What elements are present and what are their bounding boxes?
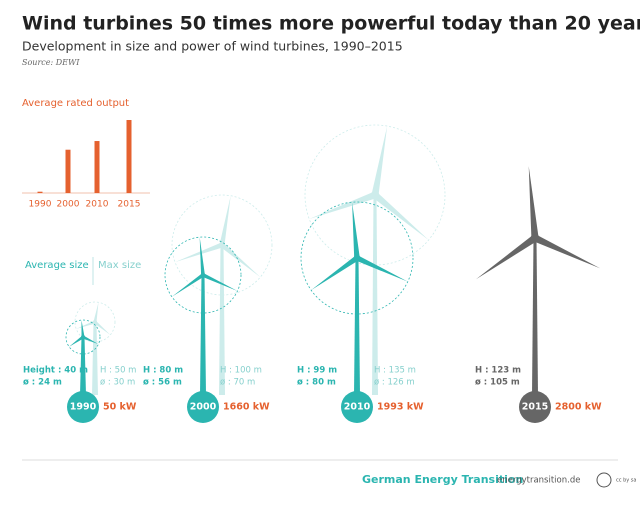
turbine-blade [352, 202, 360, 259]
average-size-label: Height : 40 m [23, 366, 88, 376]
bar [94, 141, 100, 193]
max-turbine-blade [76, 320, 96, 329]
max-turbine-tower [92, 322, 98, 395]
output-label: 1660 kW [223, 402, 270, 413]
turbine-blade [533, 234, 601, 269]
average-size-label: H : 80 m [143, 366, 183, 376]
max-turbine-blade [93, 302, 99, 323]
turbine-tower [200, 275, 206, 395]
license: cc by sa [616, 478, 636, 484]
max-turbine-tower [372, 195, 378, 395]
average-size-label: ø : 24 m [23, 378, 62, 388]
output-label: 1993 kW [377, 402, 424, 413]
turbine-blade [355, 255, 408, 282]
max-turbine-blade [372, 192, 429, 240]
bar-chart-title: Average rated output [22, 98, 129, 109]
license-icon [596, 472, 612, 488]
turbine-blade [82, 335, 99, 345]
max-size-label: H : 100 m [220, 366, 262, 376]
year-badge [67, 391, 99, 423]
subtitle: Development in size and power of wind tu… [22, 39, 403, 54]
turbine-blade [476, 235, 538, 280]
max-turbine-sweep [74, 301, 116, 343]
turbine-hub [200, 272, 206, 278]
average-size-label: ø : 80 m [297, 378, 336, 388]
average-size-label: ø : 105 m [475, 378, 520, 388]
bar [37, 191, 43, 193]
turbine-sweep [164, 236, 242, 314]
year-badge [519, 391, 551, 423]
max-size-label: H : 135 m [374, 366, 416, 376]
turbine-sweep [65, 319, 101, 355]
average-size-label: ø : 56 m [143, 378, 182, 388]
year-badge [187, 391, 219, 423]
footer-url: energytransition.de [497, 476, 580, 486]
max-turbine-blade [94, 320, 111, 335]
year-label: 2010 [344, 402, 371, 413]
bar [65, 149, 71, 193]
legend-average: Average size [25, 260, 89, 271]
x-tick-label: 2015 [118, 200, 141, 210]
max-size-label: H : 50 m [100, 366, 136, 376]
max-turbine-blade [371, 126, 388, 196]
turbine-blade [199, 237, 205, 276]
max-size-label: ø : 30 m [100, 378, 135, 388]
turbine-blade [81, 320, 85, 338]
turbine-blade [311, 255, 359, 291]
max-turbine-blade [219, 195, 231, 246]
turbine-sweep [300, 201, 414, 315]
turbine-tower [354, 258, 360, 395]
turbine-blade [171, 273, 205, 297]
year-label: 1990 [70, 402, 97, 413]
average-size-label: H : 123 m [475, 366, 521, 376]
max-turbine-blade [309, 191, 377, 219]
turbine-hub [81, 335, 85, 339]
x-tick-label: 2010 [86, 200, 109, 210]
max-turbine-hub [93, 320, 97, 324]
legend-max: Max size [98, 260, 141, 271]
turbine-blade [202, 273, 238, 292]
x-tick-label: 2000 [57, 200, 80, 210]
turbine-tower [532, 238, 538, 395]
year-label: 2000 [190, 402, 217, 413]
max-size-label: ø : 70 m [220, 378, 255, 388]
year-badge [341, 391, 373, 423]
output-label: 50 kW [103, 402, 137, 413]
year-label: 2015 [522, 402, 548, 413]
turbine-blade [69, 335, 84, 347]
footer-brand: German Energy Transition [362, 473, 523, 486]
average-size-label: H : 99 m [297, 366, 337, 376]
max-turbine-hub [370, 190, 380, 200]
turbine-hub [353, 254, 361, 262]
turbine-tower [80, 337, 86, 395]
source: Source: DEWI [22, 58, 80, 67]
turbine-blade [528, 166, 539, 239]
max-turbine-blade [175, 242, 223, 263]
max-turbine-sweep [171, 194, 273, 296]
turbine-hub [530, 233, 540, 243]
output-label: 2800 kW [555, 402, 602, 413]
max-turbine-blade [220, 243, 261, 278]
title: Wind turbines 50 times more powerful tod… [22, 13, 640, 35]
max-turbine-hub [219, 242, 225, 248]
bar [126, 120, 132, 193]
max-size-label: ø : 126 m [374, 378, 415, 388]
x-tick-label: 1990 [29, 200, 52, 210]
